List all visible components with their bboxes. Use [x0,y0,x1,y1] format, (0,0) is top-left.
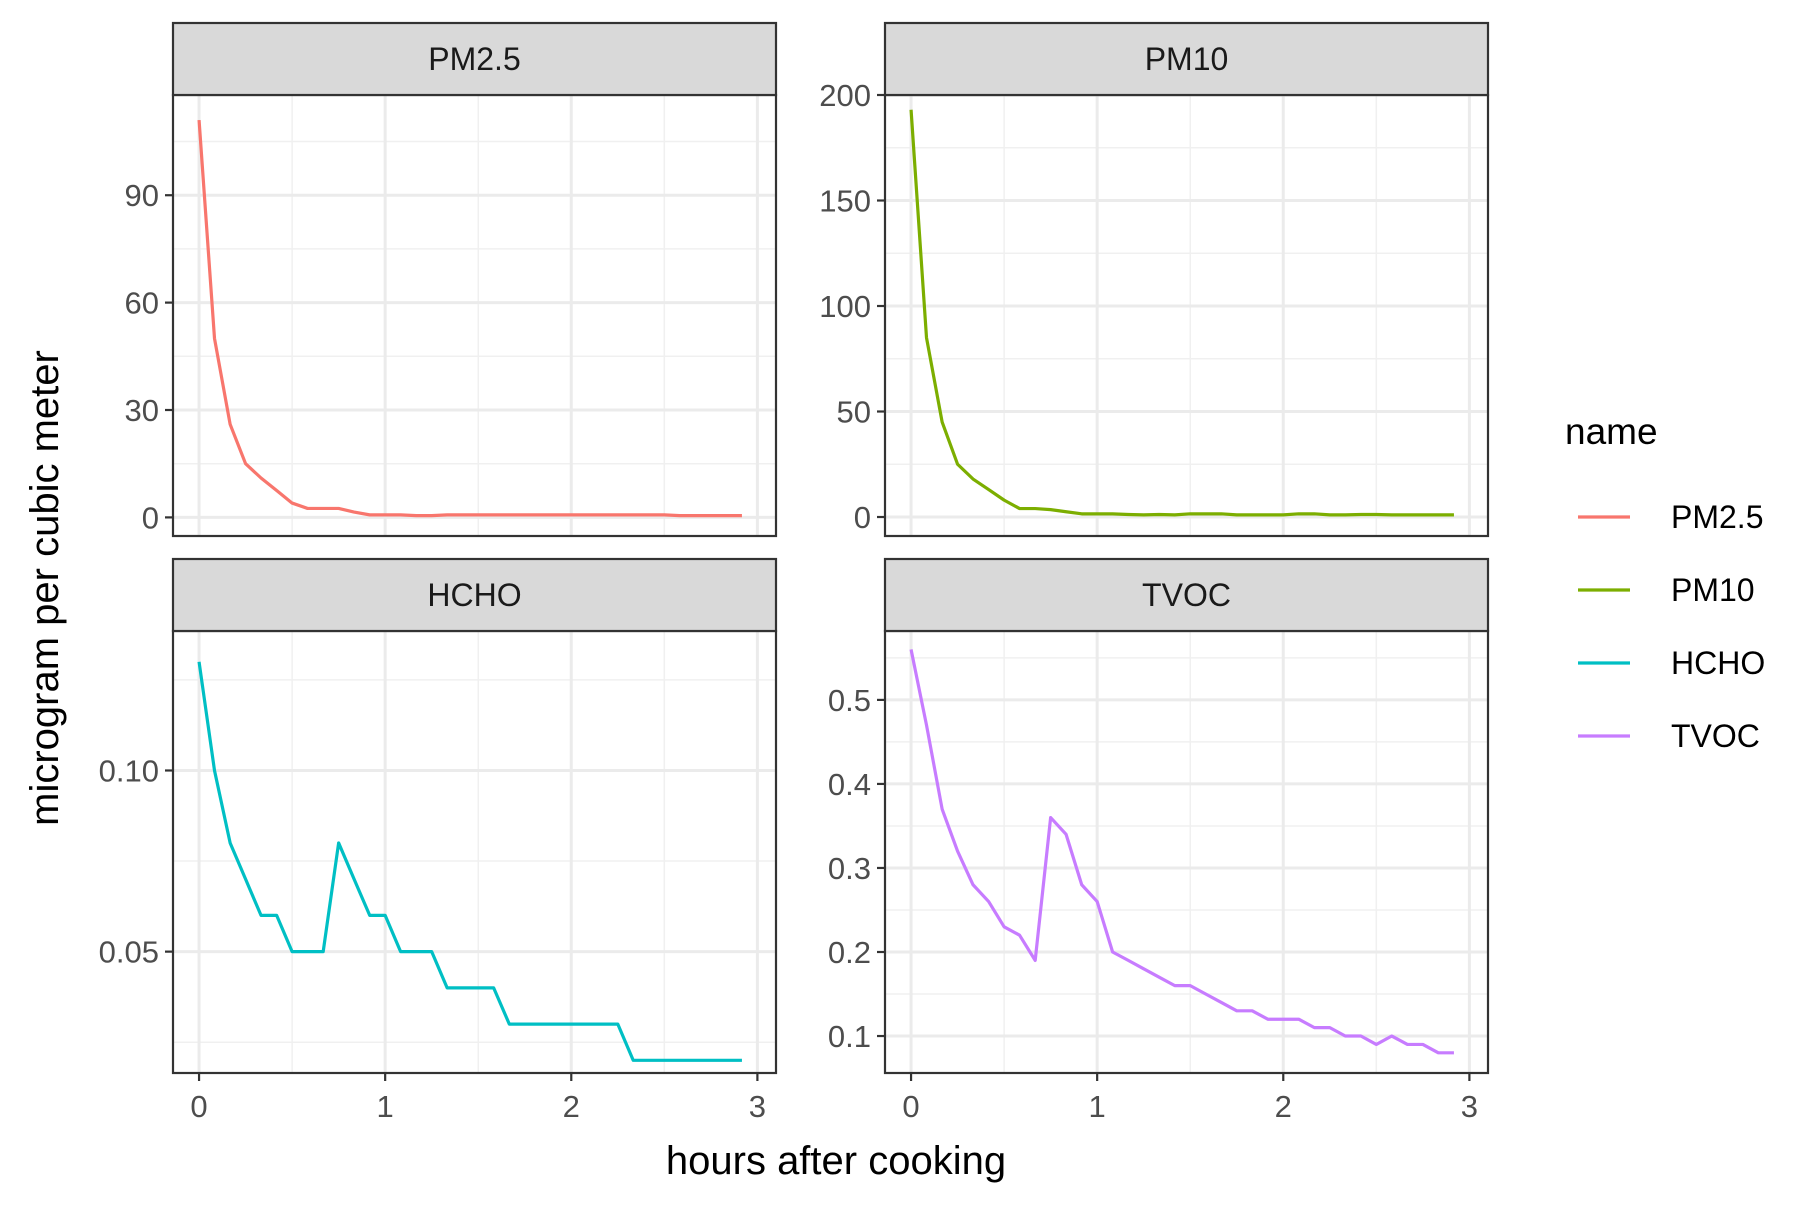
series-line-tvoc [909,649,1454,1055]
x-tick-label: 2 [563,1089,580,1124]
x-tick-label: 3 [749,1089,766,1124]
panel-background [173,95,776,536]
panel-background [173,631,776,1073]
y-tick-label: 150 [819,184,871,219]
x-tick-label: 2 [1275,1089,1292,1124]
x-tick-label: 1 [377,1089,394,1124]
y-tick-label: 50 [837,395,871,430]
y-tick-label: 0.4 [828,767,871,802]
series-line-pm2-5 [197,119,742,518]
y-tick-label: 0 [142,500,159,535]
legend-item-pm2-5: PM2.5 [1578,499,1763,535]
panel-background [885,95,1488,536]
panel-background [885,631,1488,1073]
y-tick-label: 0.2 [828,935,871,970]
legend-item-tvoc: TVOC [1578,718,1760,754]
y-tick-label: 0.1 [828,1019,871,1054]
y-tick-label: 30 [125,393,159,428]
facet-strip [883,21,1490,97]
panel-tvoc: TVOC [883,557,1490,1075]
y-tick-label: 0.05 [99,935,159,970]
x-axis-title: hours after cooking [666,1139,1006,1183]
y-tick-label: 0.3 [828,851,871,886]
facet-strip [883,557,1490,633]
y-tick-label: 0 [854,500,871,535]
series-line-hcho [197,661,742,1062]
legend: name PM2.5 PM10 HCHO TVOC [1565,411,1765,754]
facet-strip-label: TVOC [1142,577,1231,613]
legend-label: HCHO [1671,645,1765,681]
y-tick-label: 200 [819,78,871,113]
facet-strip-label: HCHO [427,577,521,613]
facet-strip-label: PM10 [1145,41,1229,77]
legend-label: PM2.5 [1671,499,1763,535]
series-line-pm10 [909,109,1454,517]
y-tick-label: 0.5 [828,683,871,718]
panel-hcho: HCHO [171,557,778,1075]
x-tick-label: 0 [902,1089,919,1124]
y-tick-label: 0.10 [99,753,159,788]
y-tick-label: 90 [125,178,159,213]
y-tick-label: 100 [819,289,871,324]
y-axis-title: microgram per cubic meter [23,350,67,826]
legend-title: name [1565,411,1658,452]
x-tick-label: 1 [1089,1089,1106,1124]
panel-pm2-5: PM2.5 [171,21,778,538]
legend-item-pm10: PM10 [1578,572,1755,608]
facet-strip [171,21,778,97]
legend-item-hcho: HCHO [1578,645,1765,681]
legend-label: TVOC [1671,718,1760,754]
x-tick-label: 3 [1461,1089,1478,1124]
facet-strip [171,557,778,633]
panel-pm10: PM10 [883,21,1490,538]
y-tick-label: 60 [125,286,159,321]
legend-label: PM10 [1671,572,1755,608]
panels-layer: PM2.5 PM10 HCHO TVOC [171,21,1490,1075]
x-tick-label: 0 [190,1089,207,1124]
facet-strip-label: PM2.5 [428,41,520,77]
